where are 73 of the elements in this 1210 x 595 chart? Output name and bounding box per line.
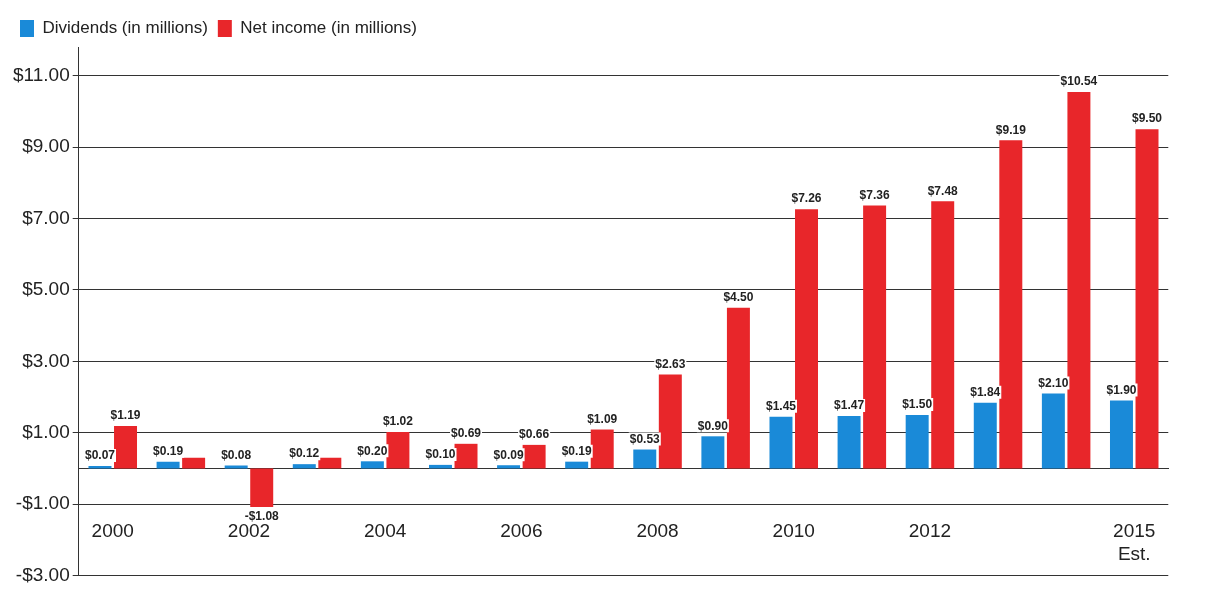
y-tick-label: -$3.00 bbox=[15, 563, 70, 585]
bar bbox=[633, 449, 657, 469]
x-tick-label: 2010 bbox=[772, 520, 815, 542]
bar bbox=[701, 436, 725, 469]
bar bbox=[386, 432, 410, 469]
bar bbox=[795, 209, 819, 469]
bar bbox=[863, 205, 887, 469]
bar bbox=[769, 416, 793, 469]
bar bbox=[318, 457, 342, 469]
y-tick-label: $3.00 bbox=[22, 349, 70, 371]
bar bbox=[1041, 393, 1065, 469]
bar bbox=[1109, 400, 1133, 469]
data-label: $0.53 bbox=[629, 431, 661, 446]
bar bbox=[114, 425, 138, 469]
bar bbox=[522, 444, 546, 469]
y-tick-label: -$1.00 bbox=[15, 492, 70, 514]
data-label: $0.90 bbox=[697, 418, 729, 433]
bar bbox=[1135, 129, 1159, 469]
bar bbox=[905, 414, 929, 469]
bar bbox=[999, 140, 1023, 469]
bar bbox=[837, 415, 861, 469]
y-tick-label: $5.00 bbox=[22, 278, 70, 300]
data-label: $0.69 bbox=[451, 426, 482, 441]
data-label: $0.07 bbox=[84, 448, 116, 463]
data-label: $1.19 bbox=[110, 408, 141, 423]
data-label: $4.50 bbox=[723, 290, 754, 305]
data-label: $0.66 bbox=[519, 427, 550, 442]
data-label: $1.45 bbox=[765, 398, 797, 413]
data-label: $10.54 bbox=[1060, 74, 1098, 89]
data-label: $1.09 bbox=[587, 411, 618, 426]
data-label: $0.12 bbox=[289, 446, 320, 461]
y-tick-label: $9.00 bbox=[22, 135, 70, 157]
x-tick-label: 2008 bbox=[636, 520, 679, 542]
bar bbox=[360, 461, 384, 469]
x-tick-label: 2012 bbox=[908, 520, 952, 542]
data-label: $9.19 bbox=[995, 122, 1027, 137]
data-label: $0.08 bbox=[221, 447, 252, 462]
data-label: $0.19 bbox=[153, 443, 184, 458]
bar bbox=[658, 374, 682, 469]
bar bbox=[931, 201, 955, 469]
data-label: $1.90 bbox=[1106, 382, 1137, 397]
data-label: $2.63 bbox=[655, 356, 686, 371]
data-label: $9.50 bbox=[1131, 111, 1163, 126]
y-tick-label: $11.00 bbox=[13, 63, 70, 85]
bar bbox=[454, 443, 478, 469]
data-label: $7.48 bbox=[927, 183, 959, 198]
legend-label: Dividends (in millions) bbox=[42, 18, 208, 38]
data-label: $0.09 bbox=[493, 447, 524, 462]
data-label: $1.84 bbox=[970, 385, 1001, 400]
bar bbox=[590, 429, 614, 469]
bar bbox=[726, 307, 750, 469]
data-label: $7.36 bbox=[859, 187, 890, 202]
data-label: $2.10 bbox=[1038, 375, 1069, 390]
data-label: $0.20 bbox=[357, 443, 388, 458]
y-tick-label: $7.00 bbox=[22, 206, 70, 228]
x-tick-label: 2015 Est. bbox=[1113, 520, 1156, 564]
data-label: $7.26 bbox=[791, 191, 822, 206]
bar bbox=[182, 457, 206, 469]
bar bbox=[497, 465, 521, 469]
data-label: $1.50 bbox=[902, 397, 933, 412]
bar bbox=[973, 402, 997, 469]
data-label: $0.19 bbox=[561, 443, 593, 458]
y-tick-label: $1.00 bbox=[22, 420, 70, 442]
x-tick-label: 2006 bbox=[500, 520, 543, 542]
data-label: $0.10 bbox=[425, 447, 456, 462]
x-tick-label: 2004 bbox=[364, 520, 407, 542]
x-tick-label: 2000 bbox=[91, 520, 134, 542]
legend-label: Net income (in millions) bbox=[240, 18, 417, 38]
bar bbox=[292, 464, 316, 469]
bar bbox=[250, 468, 274, 508]
data-label: $1.47 bbox=[834, 398, 865, 413]
bar bbox=[1067, 92, 1091, 469]
data-label: $1.02 bbox=[382, 414, 414, 429]
